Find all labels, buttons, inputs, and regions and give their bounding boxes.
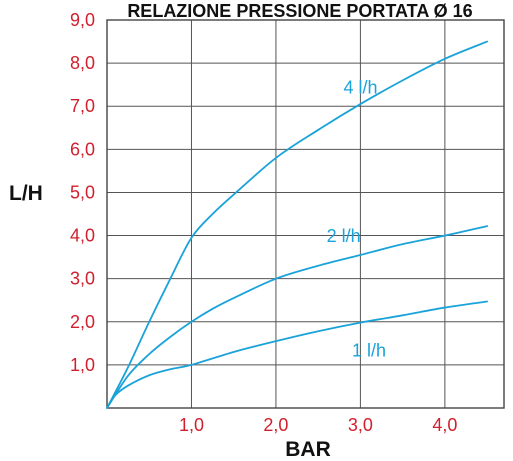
y-tick-label: 3,0: [70, 269, 95, 289]
series-line: [106, 225, 489, 409]
series-lines: [106, 40, 489, 409]
y-tick-label: 1,0: [70, 355, 95, 375]
x-tick-label: 1,0: [179, 415, 204, 435]
series-label: 2 l/h: [327, 226, 361, 246]
series-label: 1 l/h: [352, 340, 386, 360]
y-tick-label: 4,0: [70, 226, 95, 246]
y-axis-label: L/H: [9, 182, 43, 205]
x-axis-label: BAR: [285, 438, 331, 461]
series-line: [106, 40, 489, 409]
plot-frame: [106, 19, 505, 409]
series-line: [106, 300, 489, 409]
y-tick-label: 9,0: [70, 10, 95, 30]
y-tick-label: 6,0: [70, 139, 95, 159]
x-tick-label: 2,0: [263, 415, 288, 435]
series-label: 4 l/h: [344, 77, 378, 97]
series-labels: 4 l/h 2 l/h 1 l/h: [327, 77, 386, 360]
y-tick-label: 8,0: [70, 53, 95, 73]
tick-labels: 1,0 2,0 3,0 4,0 1,0 2,0 3,0 4,0 5,0 6,0 7,0 8,0 9,0: [70, 10, 457, 435]
x-tick-label: 3,0: [348, 415, 373, 435]
y-tick-label: 2,0: [70, 312, 95, 332]
y-tick-label: 7,0: [70, 96, 95, 116]
y-tick-label: 5,0: [70, 182, 95, 202]
grid: [106, 19, 505, 409]
x-tick-label: 4,0: [432, 415, 457, 435]
chart-title: RELAZIONE PRESSIONE PORTATA Ø 16: [127, 1, 472, 21]
